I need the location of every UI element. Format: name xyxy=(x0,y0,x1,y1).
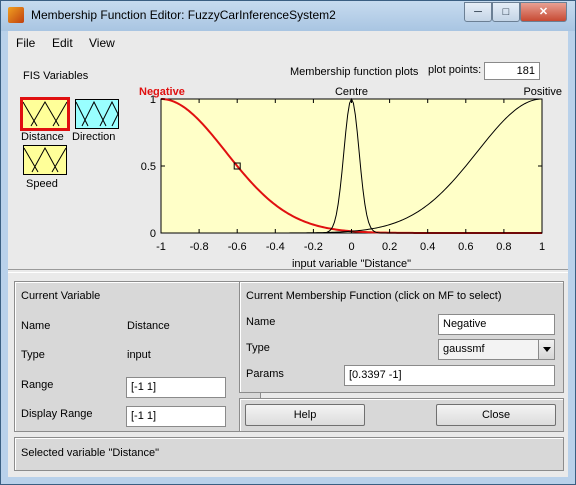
status-panel: Selected variable "Distance" xyxy=(14,437,564,471)
x-tick-label: -1 xyxy=(156,241,166,253)
minimize-button[interactable]: ─ xyxy=(464,2,492,22)
membership-function-plot[interactable]: Negative Centre Positive -1 -0.8 -0.6 -0.4 -0.2… xyxy=(8,31,568,277)
title-bar[interactable]: Membership Function Editor: FuzzyCarInfe… xyxy=(1,1,575,31)
mf-name-input[interactable]: Negative xyxy=(438,314,555,335)
help-button[interactable]: Help xyxy=(245,404,365,426)
x-tick-label: 0 xyxy=(348,241,354,253)
plot-area xyxy=(161,99,542,233)
x-tick-label: -0.6 xyxy=(228,241,247,253)
current-variable-header: Current Variable xyxy=(21,290,100,302)
mf-label-centre: Centre xyxy=(335,86,368,98)
x-tick-label: -0.4 xyxy=(266,241,285,253)
status-text: Selected variable "Distance" xyxy=(21,447,159,459)
mf-type-label: Type xyxy=(246,342,270,354)
mf-label-positive: Positive xyxy=(523,86,562,98)
chevron-down-icon[interactable] xyxy=(538,340,554,359)
y-tick-label: 1 xyxy=(150,94,156,106)
mf-label-negative: Negative xyxy=(139,86,185,98)
close-window-button[interactable]: ✕ xyxy=(520,2,567,22)
matlab-icon xyxy=(8,7,24,23)
current-mf-panel: Current Membership Function (click on MF… xyxy=(239,281,564,393)
mf-type-value: gaussmf xyxy=(443,343,485,355)
y-tick-label: 0.5 xyxy=(141,161,156,173)
x-tick-label: 0.8 xyxy=(496,241,511,253)
x-tick-label: -0.2 xyxy=(304,241,323,253)
client-area: File Edit View FIS Variables Distance Di… xyxy=(8,31,568,477)
x-tick-label: 0.2 xyxy=(382,241,397,253)
mf-params-label: Params xyxy=(246,368,284,380)
x-tick-label: 1 xyxy=(539,241,545,253)
window-title: Membership Function Editor: FuzzyCarInfe… xyxy=(31,8,336,22)
variable-type-label: Type xyxy=(21,349,45,361)
current-mf-header: Current Membership Function (click on MF… xyxy=(246,290,502,302)
y-tick-label: 0 xyxy=(150,228,156,240)
mf-name-label: Name xyxy=(246,316,275,328)
x-tick-label: 0.4 xyxy=(420,241,435,253)
display-range-label: Display Range xyxy=(21,408,93,420)
variable-name-value: Distance xyxy=(127,320,170,332)
range-input[interactable]: [-1 1] xyxy=(126,377,226,398)
variable-name-label: Name xyxy=(21,320,50,332)
x-tick-label: -0.8 xyxy=(190,241,209,253)
close-button[interactable]: Close xyxy=(436,404,556,426)
variable-type-value: input xyxy=(127,349,151,361)
panel-separator xyxy=(8,269,568,273)
range-label: Range xyxy=(21,379,53,391)
mf-params-input[interactable]: [0.3397 -1] xyxy=(344,365,555,386)
button-panel: Help Close xyxy=(239,398,564,432)
display-range-input[interactable]: [-1 1] xyxy=(126,406,226,427)
x-tick-label: 0.6 xyxy=(458,241,473,253)
current-variable-panel: Current Variable Name Distance Type inpu… xyxy=(14,281,261,432)
maximize-button[interactable]: □ xyxy=(492,2,520,22)
mf-type-select[interactable]: gaussmf xyxy=(438,339,555,360)
